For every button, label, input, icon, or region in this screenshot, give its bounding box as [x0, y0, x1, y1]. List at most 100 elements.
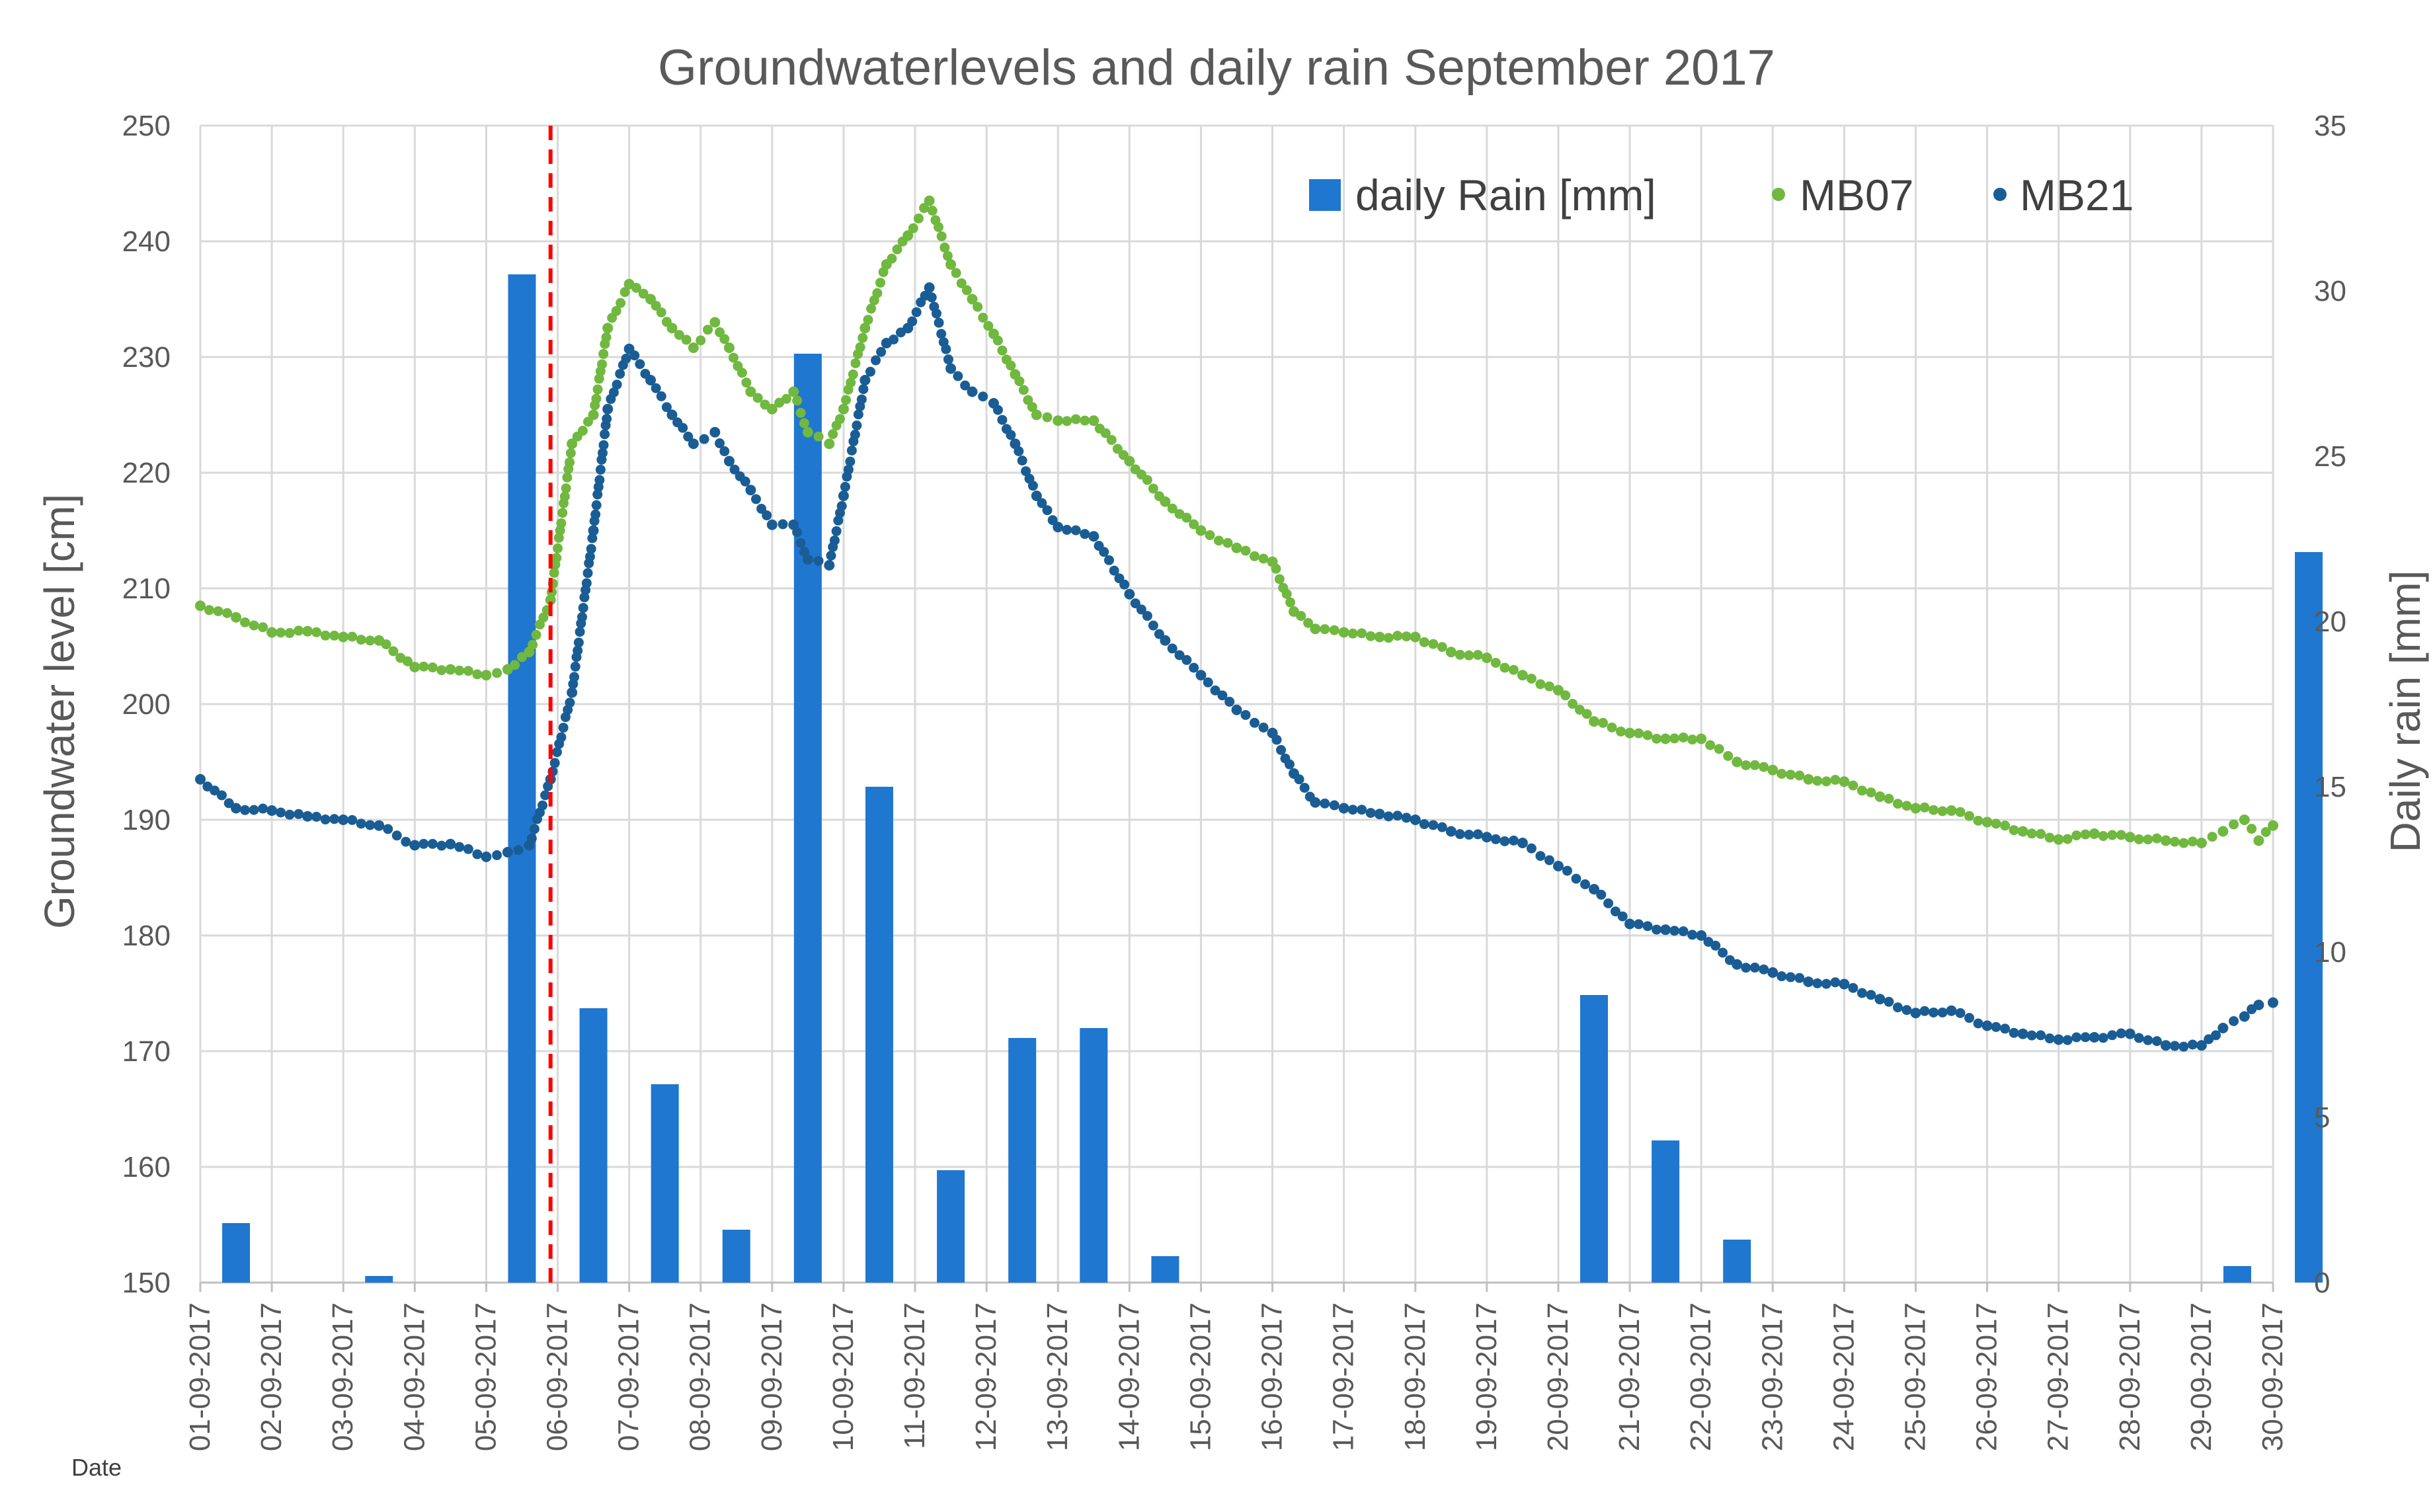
- data-point: [2071, 1032, 2082, 1043]
- data-point: [2217, 1023, 2229, 1033]
- data-point: [1109, 565, 1119, 576]
- data-point: [2160, 1040, 2171, 1051]
- data-point: [347, 631, 358, 642]
- data-point: [266, 627, 278, 638]
- data-point: [1741, 963, 1751, 973]
- x-tick-label: 26-09-2017: [1971, 1302, 2003, 1451]
- data-point: [559, 491, 570, 502]
- data-point: [934, 317, 944, 328]
- y-axis-right-ticks: 0 5 10 15 20 25 30 35: [2314, 110, 2346, 1299]
- x-tick-label: 30-09-2017: [2256, 1302, 2289, 1451]
- data-point: [1042, 505, 1053, 516]
- data-point: [1167, 503, 1178, 514]
- data-point: [1946, 1005, 1957, 1016]
- data-point: [1571, 873, 1581, 884]
- data-point: [1517, 838, 1528, 848]
- data-point: [1580, 879, 1591, 890]
- x-tick-label: 18-09-2017: [1399, 1302, 1431, 1451]
- data-point: [591, 393, 602, 404]
- data-point: [2169, 836, 2180, 847]
- data-point: [1776, 971, 1787, 982]
- data-point: [575, 627, 585, 637]
- data-point: [597, 359, 608, 370]
- data-point: [1428, 639, 1439, 649]
- data-point: [302, 811, 313, 822]
- data-point: [1759, 964, 1769, 975]
- data-point: [1562, 865, 1572, 876]
- data-point: [1696, 733, 1707, 744]
- data-point: [1136, 604, 1146, 615]
- x-tick-label: 23-09-2017: [1756, 1302, 1788, 1451]
- data-point: [492, 850, 502, 861]
- x-tick-label: 08-09-2017: [684, 1302, 717, 1451]
- data-point: [401, 836, 411, 847]
- y2-tick-label: 25: [2314, 440, 2346, 473]
- data-point: [1642, 730, 1653, 740]
- data-point: [1167, 643, 1178, 654]
- data-point: [1338, 803, 1349, 814]
- data-point: [2253, 1000, 2264, 1010]
- x-tick-label: 06-09-2017: [541, 1302, 574, 1451]
- data-point: [762, 510, 772, 521]
- y-tick-label: 230: [122, 341, 171, 374]
- data-point: [1042, 412, 1053, 422]
- data-point: [615, 368, 625, 379]
- data-point: [570, 661, 580, 672]
- data-point: [1803, 774, 1814, 785]
- data-point: [835, 414, 846, 424]
- data-point: [875, 278, 886, 288]
- data-point: [567, 687, 578, 698]
- data-point: [1821, 776, 1831, 787]
- data-point: [1749, 963, 1760, 973]
- data-point: [978, 391, 988, 402]
- data-point: [802, 426, 813, 438]
- data-point: [838, 403, 849, 415]
- data-point: [1392, 811, 1403, 821]
- data-point: [588, 525, 599, 536]
- data-point: [562, 472, 573, 483]
- data-point: [2009, 1027, 2019, 1038]
- data-point: [1299, 783, 1310, 793]
- data-point: [1100, 428, 1111, 438]
- data-point: [953, 371, 963, 381]
- data-point: [936, 329, 947, 339]
- data-point: [510, 660, 520, 670]
- data-point: [889, 335, 899, 345]
- data-point: [2062, 1035, 2073, 1045]
- data-point: [960, 380, 971, 391]
- data-point: [249, 620, 259, 631]
- data-point: [1598, 717, 1609, 728]
- data-point: [2124, 832, 2136, 843]
- y-tick-label: 210: [122, 573, 171, 605]
- data-point: [635, 359, 645, 370]
- data-point: [838, 491, 849, 501]
- data-point: [865, 366, 875, 377]
- data-point: [1472, 650, 1483, 660]
- data-point: [1428, 820, 1439, 830]
- data-point: [2017, 826, 2028, 837]
- data-point: [913, 213, 924, 223]
- x-tick-label: 14-09-2017: [1113, 1302, 1145, 1451]
- data-point: [1222, 537, 1233, 548]
- data-point: [1271, 563, 1281, 574]
- x-tick-label: 09-09-2017: [756, 1302, 788, 1451]
- data-point: [1088, 531, 1099, 542]
- data-point: [621, 353, 631, 364]
- data-point: [846, 378, 856, 388]
- data-point: [2134, 1033, 2144, 1043]
- data-point: [638, 288, 649, 299]
- data-point: [1124, 588, 1135, 600]
- data-point: [696, 335, 706, 346]
- data-point: [2196, 838, 2207, 848]
- data-point: [1687, 930, 1698, 940]
- data-point: [856, 394, 867, 405]
- data-point: [1130, 598, 1140, 609]
- data-point: [2062, 834, 2073, 844]
- legend-mb07-label: MB07: [1800, 171, 1913, 219]
- data-point: [1490, 834, 1501, 844]
- data-point: [1830, 775, 1841, 785]
- data-point: [1929, 805, 1939, 815]
- data-point: [1310, 623, 1321, 635]
- data-point: [709, 426, 721, 438]
- data-point: [1455, 649, 1465, 660]
